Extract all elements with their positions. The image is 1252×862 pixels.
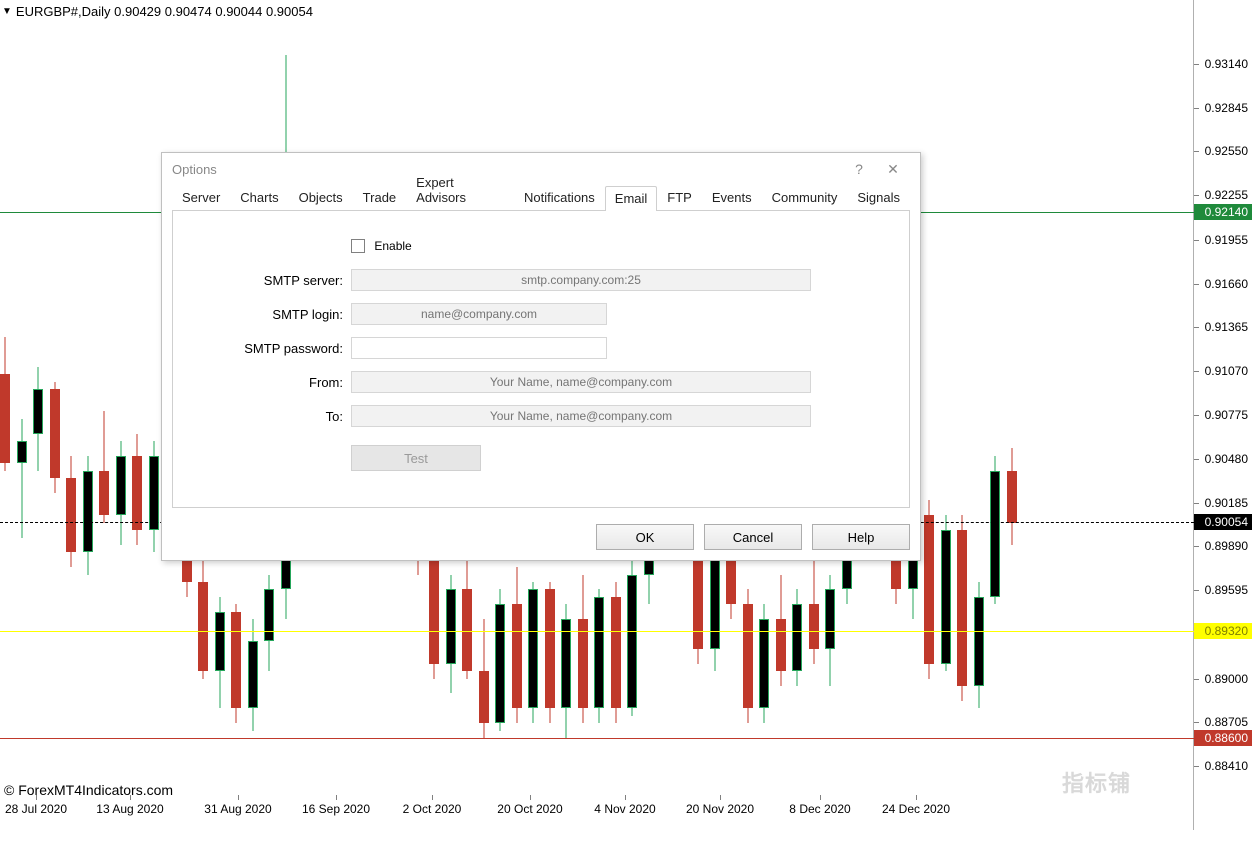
tab-signals[interactable]: Signals — [847, 185, 910, 210]
copyright-text: © ForexMT4Indicators.com — [4, 782, 173, 798]
y-tick-label: 0.92255 — [1205, 188, 1248, 202]
ok-button[interactable]: OK — [596, 524, 694, 550]
y-tick-label: 0.90480 — [1205, 452, 1248, 466]
input-smtppassword[interactable] — [351, 337, 607, 359]
y-tick-label: 0.91070 — [1205, 364, 1248, 378]
y-tick-label: 0.89595 — [1205, 583, 1248, 597]
x-tick-label: 28 Jul 2020 — [5, 802, 67, 816]
x-tick-label: 2 Oct 2020 — [403, 802, 462, 816]
input-from[interactable] — [351, 371, 811, 393]
y-tick-label: 0.92550 — [1205, 144, 1248, 158]
enable-checkbox[interactable] — [351, 239, 365, 253]
tab-expert-advisors[interactable]: Expert Advisors — [406, 170, 514, 210]
hline — [0, 738, 1194, 739]
x-tick-label: 20 Nov 2020 — [686, 802, 754, 816]
y-tick-label: 0.91660 — [1205, 277, 1248, 291]
cancel-button[interactable]: Cancel — [704, 524, 802, 550]
y-tick-label: 0.90775 — [1205, 408, 1248, 422]
field-label: SMTP password: — [191, 341, 351, 356]
tab-server[interactable]: Server — [172, 185, 230, 210]
x-axis: 28 Jul 2020 13 Aug 2020 31 Aug 2020 16 Sep … — [0, 798, 1194, 816]
tab-email[interactable]: Email — [605, 186, 658, 211]
x-tick-label: 13 Aug 2020 — [96, 802, 163, 816]
watermark-text: 指标铺 — [1062, 766, 1131, 798]
field-label: SMTP server: — [191, 273, 351, 288]
input-smtpserver[interactable] — [351, 269, 811, 291]
tab-ftp[interactable]: FTP — [657, 185, 702, 210]
dialog-title: Options — [172, 162, 217, 177]
price-badge: 0.92140 — [1194, 204, 1252, 220]
x-tick-label: 4 Nov 2020 — [594, 802, 655, 816]
test-button[interactable]: Test — [351, 445, 481, 471]
price-axis: 0.93140 0.92845 0.92550 0.92255 0.91955 0.916… — [1194, 0, 1252, 830]
tab-notifications[interactable]: Notifications — [514, 185, 605, 210]
enable-label: Enable — [374, 239, 411, 253]
price-badge: 0.90054 — [1194, 514, 1252, 530]
chart-title: EURGBP#,Daily 0.90429 0.90474 0.90044 0.… — [16, 4, 313, 19]
chart-header: ▼ EURGBP#,Daily 0.90429 0.90474 0.90044 … — [2, 0, 313, 22]
x-tick-label: 24 Dec 2020 — [882, 802, 950, 816]
x-tick-label: 8 Dec 2020 — [789, 802, 850, 816]
y-tick-label: 0.89890 — [1205, 539, 1248, 553]
price-badge: 0.89320 — [1194, 623, 1252, 639]
app-root: ▼ EURGBP#,Daily 0.90429 0.90474 0.90044 … — [0, 0, 1252, 862]
dialog-footer: OK Cancel Help — [162, 516, 920, 560]
field-label: From: — [191, 375, 351, 390]
x-tick-label: 20 Oct 2020 — [497, 802, 562, 816]
tab-events[interactable]: Events — [702, 185, 762, 210]
help-button[interactable]: Help — [812, 524, 910, 550]
y-tick-label: 0.92845 — [1205, 101, 1248, 115]
dropdown-icon[interactable]: ▼ — [2, 6, 12, 17]
x-tick-label: 16 Sep 2020 — [302, 802, 370, 816]
field-label: SMTP login: — [191, 307, 351, 322]
tabstrip: ServerChartsObjectsTradeExpert AdvisorsN… — [172, 185, 910, 211]
input-smtplogin[interactable] — [351, 303, 607, 325]
x-tick-label: 31 Aug 2020 — [204, 802, 271, 816]
tab-community[interactable]: Community — [762, 185, 848, 210]
tab-pane-email: Enable SMTP server: SMTP login: SMTP passw… — [172, 211, 910, 508]
y-tick-label: 0.88410 — [1205, 759, 1248, 773]
hline — [0, 631, 1194, 632]
dialog-titlebar[interactable]: Options ? ✕ — [162, 153, 920, 185]
options-dialog: Options ? ✕ ServerChartsObjectsTradeExpe… — [161, 152, 921, 561]
help-icon[interactable]: ? — [842, 161, 876, 177]
input-to[interactable] — [351, 405, 811, 427]
y-tick-label: 0.93140 — [1205, 57, 1248, 71]
tab-objects[interactable]: Objects — [289, 185, 353, 210]
y-tick-label: 0.91365 — [1205, 320, 1248, 334]
y-tick-label: 0.89000 — [1205, 672, 1248, 686]
y-tick-label: 0.90185 — [1205, 496, 1248, 510]
y-tick-label: 0.91955 — [1205, 233, 1248, 247]
close-icon[interactable]: ✕ — [876, 161, 910, 178]
tab-trade[interactable]: Trade — [353, 185, 406, 210]
field-label: To: — [191, 409, 351, 424]
price-badge: 0.88600 — [1194, 730, 1252, 746]
y-tick-label: 0.88705 — [1205, 715, 1248, 729]
tab-charts[interactable]: Charts — [230, 185, 288, 210]
